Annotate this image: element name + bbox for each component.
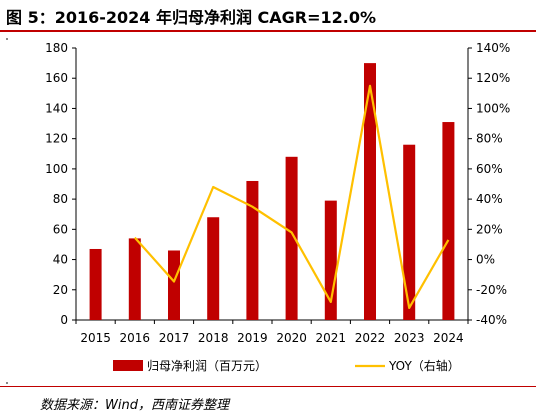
x-tick-label: 2020 xyxy=(276,331,307,345)
right-tick-label: 120% xyxy=(476,71,510,85)
bar xyxy=(442,122,455,321)
corner-mark xyxy=(6,382,8,384)
right-tick-label: 0% xyxy=(476,253,495,267)
bar xyxy=(285,156,298,320)
x-tick-label: 2021 xyxy=(316,331,347,345)
corner-mark xyxy=(6,38,8,40)
left-tick-label: 120 xyxy=(45,132,68,146)
x-tick-label: 2016 xyxy=(120,331,151,345)
right-tick-label: 40% xyxy=(476,192,503,206)
x-tick-label: 2019 xyxy=(237,331,268,345)
x-tick-label: 2018 xyxy=(198,331,229,345)
left-tick-label: 40 xyxy=(53,253,68,267)
footer-rule xyxy=(0,386,536,387)
bar xyxy=(403,144,416,320)
bar xyxy=(128,238,141,320)
bar xyxy=(168,250,180,320)
x-tick-label: 2023 xyxy=(394,331,425,345)
right-tick-label: 20% xyxy=(476,222,503,236)
x-tick-label: 2015 xyxy=(80,331,111,345)
bar xyxy=(364,63,376,320)
left-tick-label: 60 xyxy=(53,222,68,236)
right-tick-label: -40% xyxy=(476,313,507,327)
right-tick-label: 60% xyxy=(476,162,503,176)
bar xyxy=(207,217,220,320)
left-tick-label: 0 xyxy=(60,313,68,327)
right-tick-label: 100% xyxy=(476,101,510,115)
legend-label-line: YOY（右轴） xyxy=(388,358,460,373)
legend-swatch-bar xyxy=(113,360,143,371)
x-tick-label: 2022 xyxy=(355,331,386,345)
yoy-line xyxy=(133,84,450,309)
x-tick-label: 2017 xyxy=(159,331,190,345)
left-tick-label: 100 xyxy=(45,162,68,176)
left-tick-label: 140 xyxy=(45,101,68,115)
title-rule xyxy=(0,30,536,32)
bar xyxy=(89,248,102,320)
left-tick-label: 20 xyxy=(53,283,68,297)
right-tick-label: -20% xyxy=(476,283,507,297)
bar xyxy=(246,180,259,320)
left-tick-label: 160 xyxy=(45,71,68,85)
left-tick-label: 80 xyxy=(53,192,68,206)
chart-title: 图 5：2016-2024 年归母净利润 CAGR=12.0% xyxy=(6,8,377,27)
right-tick-label: 140% xyxy=(476,41,510,55)
source-note: 数据来源：Wind，西南证券整理 xyxy=(40,398,229,413)
legend-label-bar: 归母净利润（百万元） xyxy=(147,359,267,373)
left-tick-label: 180 xyxy=(45,41,68,55)
right-tick-label: 80% xyxy=(476,132,503,146)
x-tick-label: 2024 xyxy=(433,331,464,345)
